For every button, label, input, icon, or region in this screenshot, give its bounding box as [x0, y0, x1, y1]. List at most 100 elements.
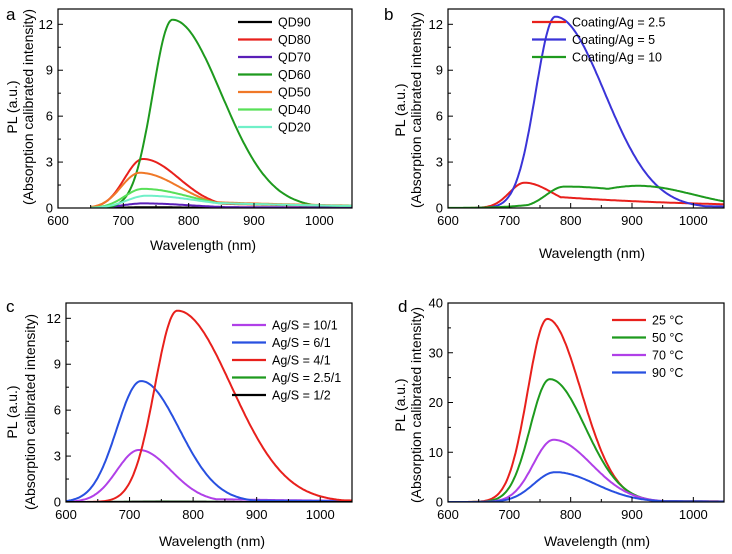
panel-c-ytick-label: 9 [54, 357, 61, 372]
panel-letter-d: d [398, 297, 407, 316]
panel-a-series-line-6 [90, 194, 352, 208]
panel-a-ytick-label: 3 [46, 155, 53, 170]
panel-b-ytick-label: 0 [436, 201, 443, 216]
panel-c-legend-label-2: Ag/S = 4/1 [272, 354, 331, 368]
panel-b-xtick-label: 900 [621, 213, 643, 228]
panel-a-legend-label-6: QD20 [278, 121, 311, 135]
panel-a-legend-label-5: QD40 [278, 103, 311, 117]
panel-d-ytick-label: 10 [429, 445, 443, 460]
panel-b-legend-label-0: Coating/Ag = 2.5 [572, 16, 666, 30]
panel-c-xtick-label: 900 [246, 507, 268, 522]
panel-b-ylabel-line1: PL (a.u.) [392, 83, 408, 136]
panel-a-legend-label-4: QD50 [278, 86, 311, 100]
panel-b-xtick-label: 800 [560, 213, 582, 228]
panel-b-xtick-label: 700 [498, 213, 520, 228]
panel-d-legend-label-0: 25 °C [652, 314, 683, 328]
panel-c-ytick-label: 0 [54, 495, 61, 510]
panel-a-ytick-label: 9 [46, 63, 53, 78]
panel-a-legend-label-0: QD90 [278, 16, 311, 30]
panel-a-legend-label-2: QD70 [278, 51, 311, 65]
panel-c-xtick-label: 600 [55, 507, 77, 522]
panel-d-xtick-label: 900 [621, 507, 643, 522]
panel-b-ylabel-line2: (Absorption calibrated intensity) [408, 12, 424, 208]
panel-letter-b: b [384, 5, 393, 24]
panel-c-ylabel-line1: PL (a.u.) [4, 385, 20, 438]
panel-d-xtick-label: 600 [437, 507, 459, 522]
panel-b-ytick-label: 3 [436, 155, 443, 170]
panel-d-ytick-label: 0 [436, 495, 443, 510]
panel-b-xtick-label: 1000 [679, 213, 708, 228]
panel-b-ytick-label: 12 [429, 17, 443, 32]
panel-letter-a: a [6, 5, 16, 24]
panel-d-plot: 600 700 800 900 1000 0 10 20 30 40 25 °C 50 °C 70 °C… [429, 296, 725, 522]
panel-d-legend-label-1: 50 °C [652, 331, 683, 345]
panel-c-legend-label-4: Ag/S = 1/2 [272, 389, 331, 403]
panel-a-ylabel-line2: (Absorption calibrated intensity) [20, 9, 36, 205]
panel-b-legend-label-1: Coating/Ag = 5 [572, 33, 655, 47]
panel-a-xtick-label: 800 [178, 213, 200, 228]
panel-b-xlabel: Wavelength (nm) [539, 245, 645, 261]
panel-b-series-line-0 [448, 181, 724, 208]
panel-b-axes-frame [447, 8, 725, 209]
panel-a-legend-label-3: QD60 [278, 68, 311, 82]
panel-b-legend-label-2: Coating/Ag = 10 [572, 51, 662, 65]
panel-a-series-group [90, 18, 352, 208]
panel-c-ytick-label: 3 [54, 449, 61, 464]
panel-d-ytick-label: 40 [429, 296, 443, 311]
panel-d-legend-label-2: 70 °C [652, 349, 683, 363]
panel-c-ytick-label: 6 [54, 403, 61, 418]
panel-a-xlabel: Wavelength (nm) [150, 237, 256, 253]
panel-c-legend-label-3: Ag/S = 2.5/1 [272, 371, 341, 385]
panel-b: b PL (a.u.) (Absorption calibrated inten… [384, 5, 725, 261]
panel-d-xtick-label: 700 [498, 507, 520, 522]
panel-b-series-line-2 [448, 184, 724, 208]
panel-d-series-line-0 [448, 317, 724, 502]
panel-d-xtick-label: 800 [560, 507, 582, 522]
panel-d-xtick-label: 1000 [679, 507, 708, 522]
panel-d-series-line-3 [448, 471, 724, 502]
panel-c-axes-frame [65, 302, 353, 503]
panel-b-xtick-label: 600 [437, 213, 459, 228]
panel-c-legend-label-1: Ag/S = 6/1 [272, 336, 331, 350]
panel-a-plot: 600 700 800 900 1000 0 3 6 9 12 QD90 QD80 QD70 QD60 QD… [39, 8, 353, 228]
panel-d-series-group [448, 317, 724, 502]
panel-a-ytick-label: 0 [46, 201, 53, 216]
panel-d-ylabel-line1: PL (a.u.) [392, 378, 408, 431]
panel-b-plot: 600 700 800 900 1000 0 3 6 9 12 Coating/Ag = 2.5 Co… [429, 8, 725, 228]
panel-d: d PL (a.u.) (Absorption calibrated inten… [392, 296, 725, 549]
panel-c-xtick-label: 700 [119, 507, 141, 522]
panel-d-series-line-1 [448, 378, 724, 502]
panel-b-series-group [448, 15, 724, 208]
panel-c-xtick-label: 1000 [306, 507, 335, 522]
panel-d-ylabel-line2: (Absorption calibrated intensity) [408, 307, 424, 503]
panel-d-legend-label-3: 90 °C [652, 366, 683, 380]
panel-a-ytick-label: 6 [46, 109, 53, 124]
panel-a-xtick-label: 700 [112, 213, 134, 228]
panel-c-ylabel-line2: (Absorption calibrated intensity) [22, 314, 38, 510]
panel-a-series-line-3 [90, 18, 352, 208]
panel-b-ytick-label: 9 [436, 63, 443, 78]
panel-a-xtick-label: 600 [47, 213, 69, 228]
panel-c-series-line-2 [66, 309, 352, 502]
panel-a-xtick-label: 1000 [305, 213, 334, 228]
panel-d-ytick-label: 30 [429, 345, 443, 360]
panel-a-axes-frame [57, 8, 353, 209]
panel-c-series-line-1 [66, 380, 352, 502]
panel-d-ytick-label: 20 [429, 395, 443, 410]
panel-b-ytick-label: 6 [436, 109, 443, 124]
panel-a-ytick-label: 12 [39, 17, 53, 32]
panel-letter-c: c [6, 297, 15, 316]
panel-a-legend-label-1: QD80 [278, 33, 311, 47]
panel-c-plot: 600 700 800 900 1000 0 3 6 9 12 Ag/S = 10/1 Ag/S = … [47, 302, 353, 522]
panel-d-series-line-2 [448, 438, 724, 502]
panel-d-xlabel: Wavelength (nm) [544, 533, 650, 549]
panel-c-ytick-label: 12 [47, 311, 61, 326]
panel-c-xlabel: Wavelength (nm) [159, 533, 265, 549]
panel-a-ylabel-line1: PL (a.u.) [4, 80, 20, 133]
panel-c-xtick-label: 800 [182, 507, 204, 522]
panel-c-legend-label-0: Ag/S = 10/1 [272, 319, 338, 333]
panel-a-xtick-label: 900 [243, 213, 265, 228]
panel-c: c PL (a.u.) (Absorption calibrated inten… [4, 297, 353, 549]
panel-a: a PL (a.u.) (Absorption calibrated inten… [4, 5, 353, 253]
